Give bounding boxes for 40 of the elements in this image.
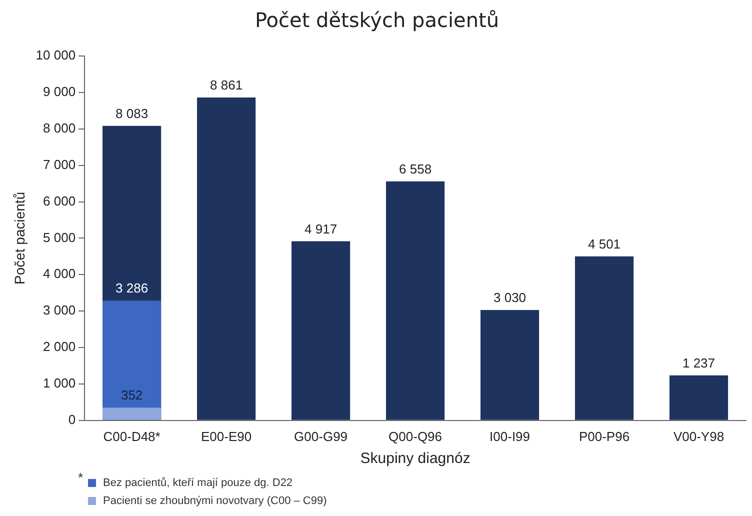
x-axis-title: Skupiny diagnóz [360,450,470,468]
data-label: 3 030 [494,290,526,306]
bar [480,310,540,420]
y-axis-title: Počet pacientů [11,192,28,285]
data-label: 4 917 [304,221,338,236]
y-tick-label: 5 000 [43,230,76,245]
data-label: 4 501 [588,236,621,252]
bar [102,408,162,420]
x-tick-label: V00-Y98 [673,428,724,444]
x-tick-label: P00-P96 [578,428,630,444]
y-tick-label: 9 000 [43,84,76,100]
data-label: 3 286 [116,280,148,296]
x-tick-label: E00-E90 [201,428,252,444]
chart-title: Počet dětských pacientů [254,8,500,32]
bar [386,181,445,420]
bar [574,256,634,420]
y-tick-label: 2 000 [43,339,76,354]
x-tick-label: C00-D48* [103,428,160,444]
y-tick-label: 4 000 [43,266,76,282]
y-tick-label: 7 000 [43,156,76,172]
y-tick-label: 0 [68,412,76,427]
y-tick-label: 10 000 [36,48,76,63]
data-label: 1 237 [682,355,716,370]
y-tick-label: 1 000 [43,376,76,391]
data-label: 6 558 [399,162,432,177]
data-label: 8 083 [116,106,148,121]
text: * [78,470,84,485]
y-tick-label: 6 000 [43,193,76,208]
y-tick-label: 8 000 [43,120,76,136]
x-tick-label: Q00-Q96 [388,428,442,444]
data-label: 8 861 [210,78,243,93]
bar [292,241,350,420]
y-tick-label: 3 000 [43,302,76,318]
bar [669,375,728,420]
x-tick-label: I00-I99 [490,428,530,444]
x-tick-label: G00-G99 [294,428,348,444]
data-label: 352 [120,388,143,403]
legend-label: Bez pacientů, kteří mají pouze dg. D22 [103,477,293,489]
bar [197,98,256,420]
legend-label: Pacienti se zhoubnými novotvary (C00 – C99) [103,495,327,507]
